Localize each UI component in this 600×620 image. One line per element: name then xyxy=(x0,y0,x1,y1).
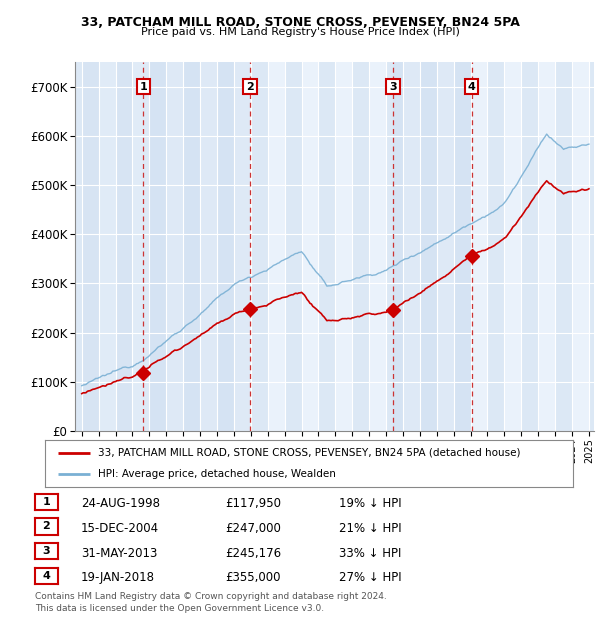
Bar xyxy=(521,62,538,431)
Text: £117,950: £117,950 xyxy=(225,497,281,510)
Text: Contains HM Land Registry data © Crown copyright and database right 2024.: Contains HM Land Registry data © Crown c… xyxy=(35,592,386,601)
Bar xyxy=(538,62,555,431)
Bar xyxy=(143,62,250,431)
Bar xyxy=(234,62,251,431)
Bar xyxy=(200,62,217,431)
Text: 2: 2 xyxy=(43,521,50,531)
Text: 4: 4 xyxy=(42,571,50,581)
Bar xyxy=(393,62,472,431)
Bar xyxy=(470,62,487,431)
Bar xyxy=(487,62,505,431)
Text: 2: 2 xyxy=(246,82,254,92)
Text: 33% ↓ HPI: 33% ↓ HPI xyxy=(339,547,401,559)
Text: £245,176: £245,176 xyxy=(225,547,281,559)
Bar xyxy=(505,62,521,431)
Bar xyxy=(335,62,352,431)
Bar xyxy=(217,62,234,431)
Text: 31-MAY-2013: 31-MAY-2013 xyxy=(81,547,157,559)
Bar xyxy=(116,62,133,431)
Bar xyxy=(149,62,166,431)
Bar xyxy=(386,62,403,431)
Bar xyxy=(319,62,335,431)
Bar xyxy=(302,62,319,431)
Text: 3: 3 xyxy=(43,546,50,556)
Text: 4: 4 xyxy=(467,82,475,92)
Text: 1: 1 xyxy=(140,82,148,92)
Bar xyxy=(420,62,437,431)
Bar xyxy=(251,62,268,431)
Text: £355,000: £355,000 xyxy=(225,572,281,584)
Text: 1: 1 xyxy=(43,497,50,507)
Bar xyxy=(352,62,369,431)
Bar xyxy=(98,62,116,431)
Text: 27% ↓ HPI: 27% ↓ HPI xyxy=(339,572,401,584)
Text: 21% ↓ HPI: 21% ↓ HPI xyxy=(339,522,401,534)
Bar xyxy=(166,62,183,431)
Bar xyxy=(82,62,143,431)
Text: 33, PATCHAM MILL ROAD, STONE CROSS, PEVENSEY, BN24 5PA (detached house): 33, PATCHAM MILL ROAD, STONE CROSS, PEVE… xyxy=(98,448,520,458)
Bar xyxy=(369,62,386,431)
Bar xyxy=(437,62,454,431)
Bar xyxy=(572,62,589,431)
Bar xyxy=(82,62,98,431)
Bar xyxy=(133,62,149,431)
Text: 33, PATCHAM MILL ROAD, STONE CROSS, PEVENSEY, BN24 5PA: 33, PATCHAM MILL ROAD, STONE CROSS, PEVE… xyxy=(80,16,520,29)
Text: HPI: Average price, detached house, Wealden: HPI: Average price, detached house, Weal… xyxy=(98,469,335,479)
Bar xyxy=(555,62,572,431)
Text: 19-JAN-2018: 19-JAN-2018 xyxy=(81,572,155,584)
Text: 19% ↓ HPI: 19% ↓ HPI xyxy=(339,497,401,510)
Bar xyxy=(284,62,302,431)
Bar xyxy=(454,62,470,431)
Bar xyxy=(268,62,284,431)
Bar xyxy=(183,62,200,431)
Text: 24-AUG-1998: 24-AUG-1998 xyxy=(81,497,160,510)
Text: 3: 3 xyxy=(389,82,397,92)
Text: Price paid vs. HM Land Registry's House Price Index (HPI): Price paid vs. HM Land Registry's House … xyxy=(140,27,460,37)
Bar xyxy=(403,62,420,431)
Text: £247,000: £247,000 xyxy=(225,522,281,534)
Text: 15-DEC-2004: 15-DEC-2004 xyxy=(81,522,159,534)
Text: This data is licensed under the Open Government Licence v3.0.: This data is licensed under the Open Gov… xyxy=(35,603,324,613)
